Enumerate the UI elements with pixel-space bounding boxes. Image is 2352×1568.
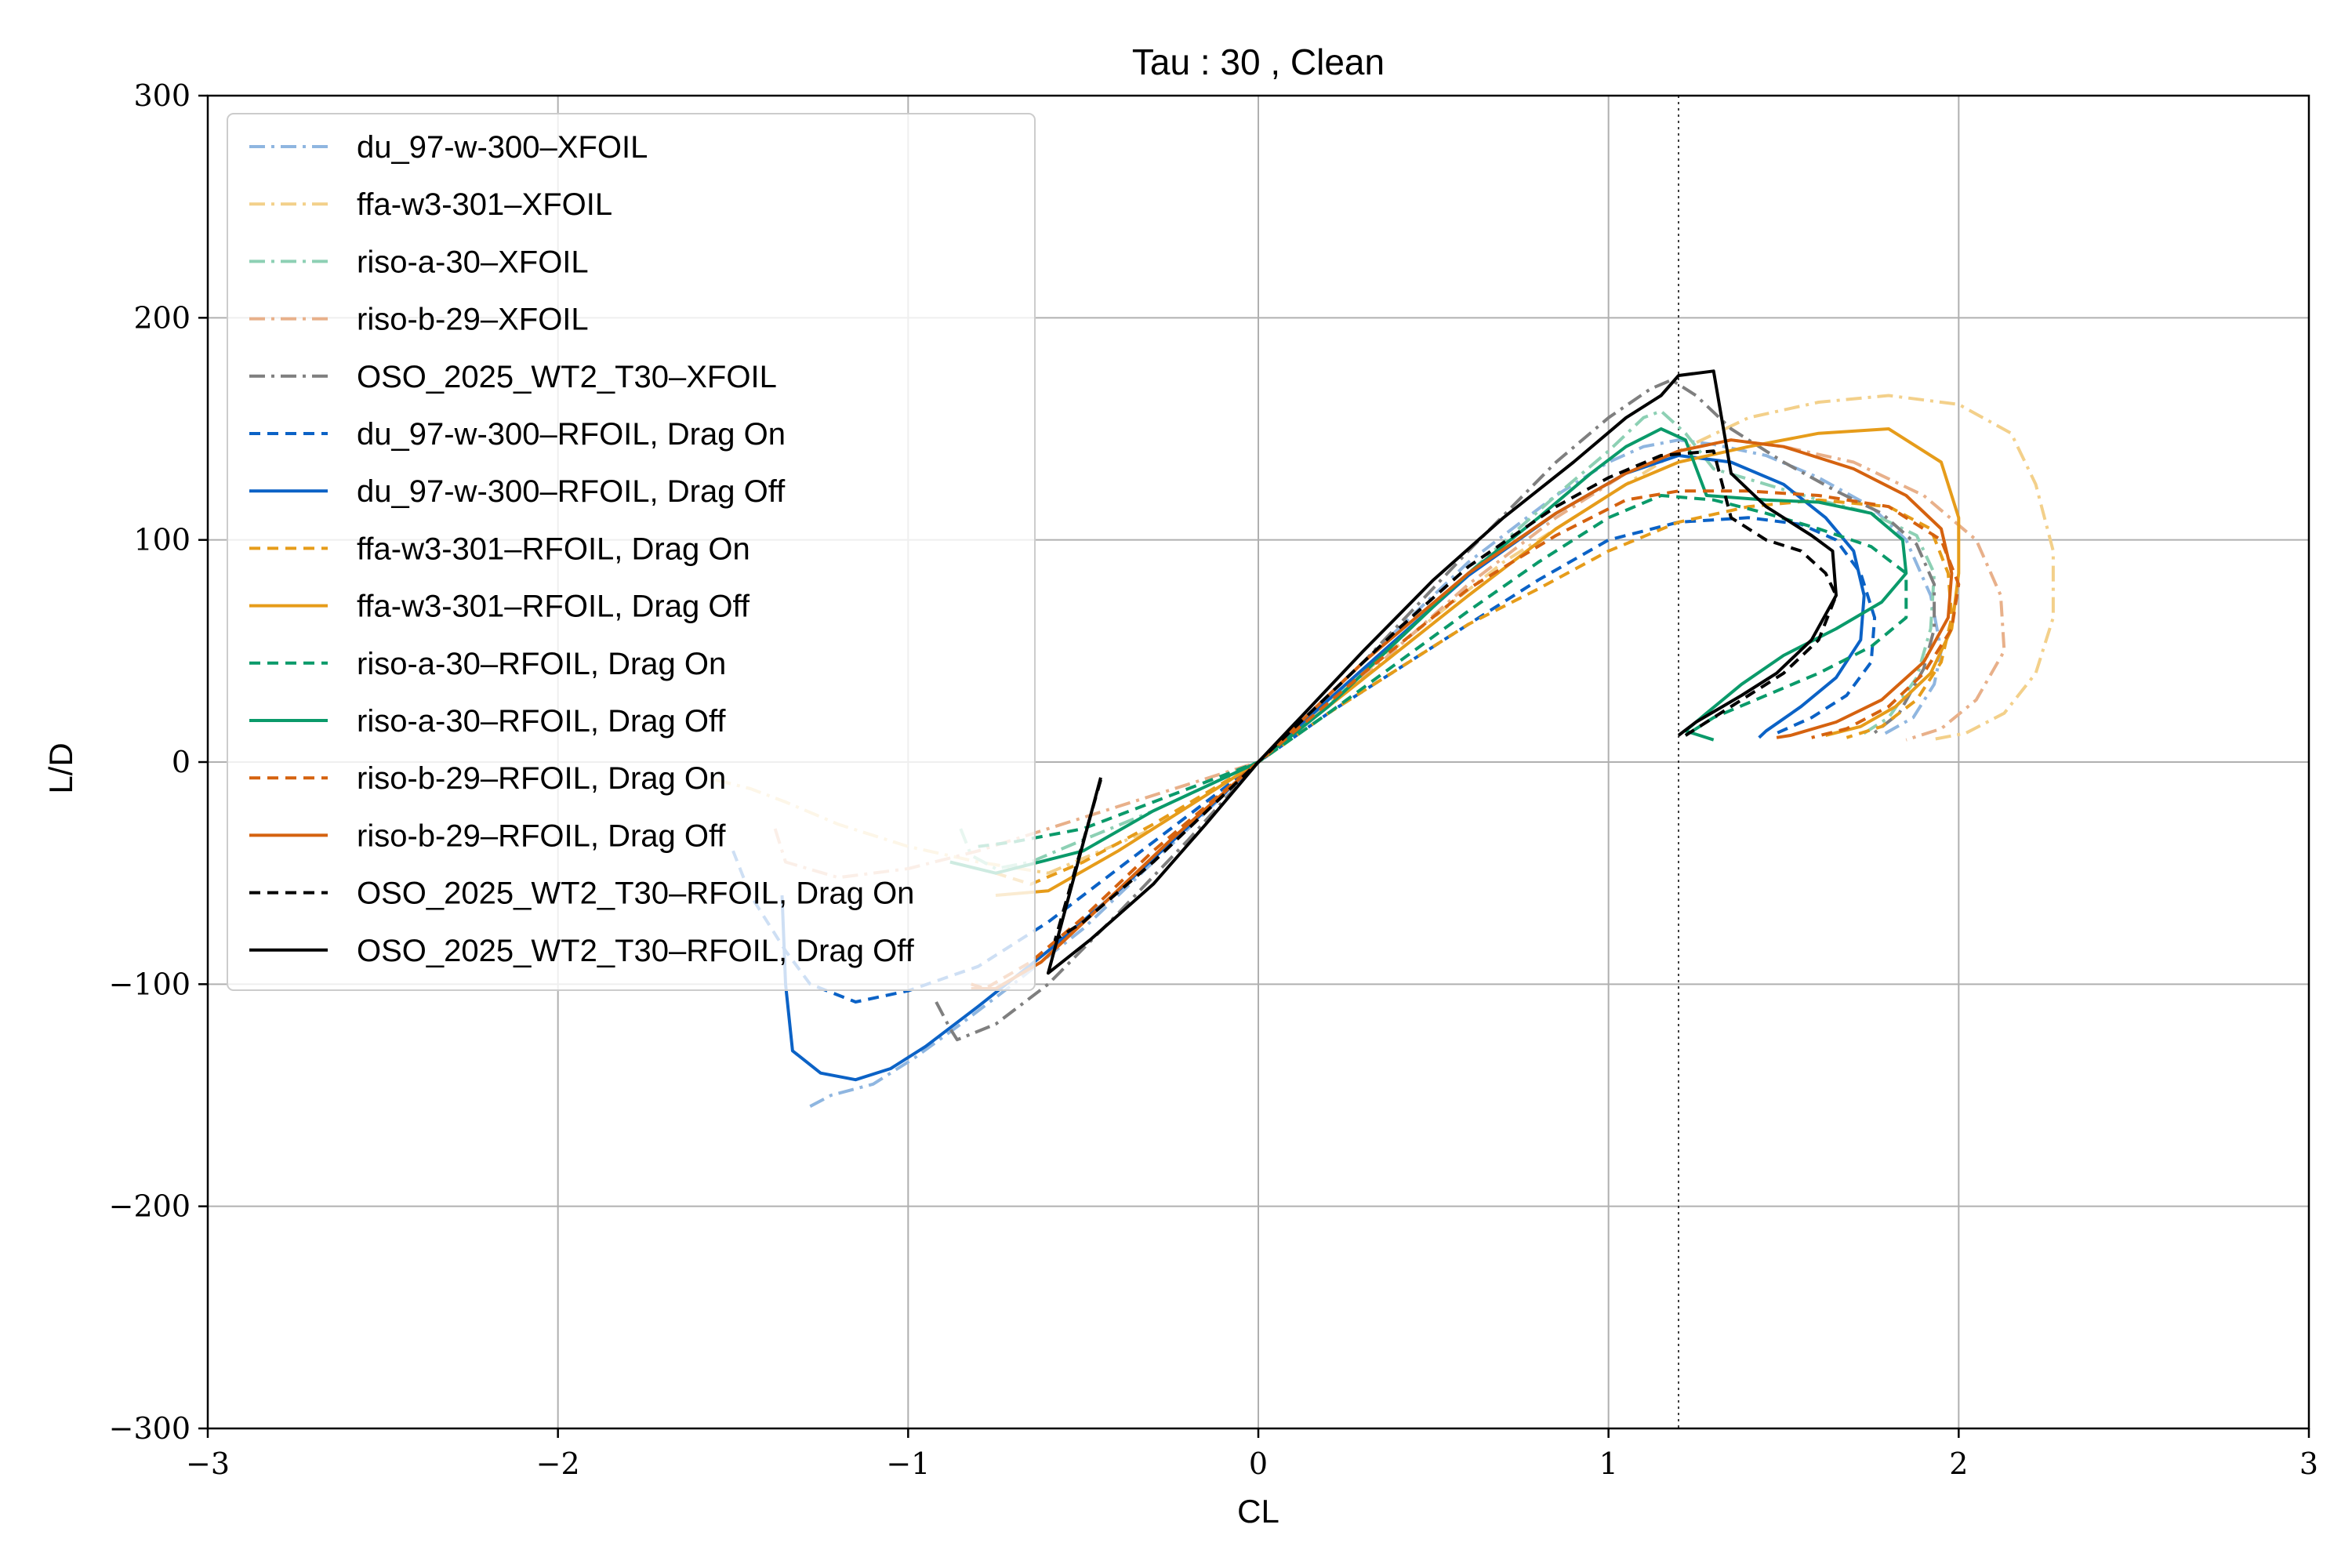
series-line-13	[971, 438, 1954, 990]
legend-label: du_97-w-300–RFOIL, Drag On	[357, 417, 786, 452]
series-line-8	[995, 498, 1954, 886]
x-tick-label: −2	[536, 1446, 580, 1481]
x-tick-label: 1	[1599, 1446, 1618, 1481]
x-tick-label: 0	[1249, 1446, 1268, 1481]
legend-label: du_97-w-300–XFOIL	[357, 130, 648, 165]
x-tick-label: −3	[186, 1446, 230, 1481]
legend-label: OSO_2025_WT2_T30–XFOIL	[357, 360, 777, 394]
legend-label: riso-b-29–XFOIL	[357, 303, 589, 337]
series-line-15	[1047, 369, 1838, 975]
series-line-9	[995, 427, 1961, 897]
legend-label: ffa-w3-301–RFOIL, Drag On	[357, 532, 750, 566]
legend-label: riso-a-30–RFOIL, Drag Off	[357, 704, 726, 739]
y-axis-label: L/D	[42, 742, 79, 793]
y-tick-label: −100	[109, 967, 191, 1001]
legend-label: riso-a-30–XFOIL	[357, 245, 589, 279]
legend: du_97-w-300–XFOIL ffa-w3-301–XFOIL riso-a-…	[227, 113, 1036, 991]
series-line-3	[959, 409, 1936, 870]
legend-label: ffa-w3-301–RFOIL, Drag Off	[357, 590, 750, 624]
legend-label: riso-a-30–RFOIL, Drag On	[357, 647, 726, 681]
legend-label: riso-b-29–RFOIL, Drag On	[357, 761, 726, 796]
legend-label: riso-b-29–RFOIL, Drag Off	[357, 818, 726, 853]
series-line-5	[935, 378, 1936, 1042]
chart-title: Tau : 30 , Clean	[1132, 42, 1385, 82]
x-tick-label: −1	[886, 1446, 930, 1481]
legend-box	[227, 113, 1036, 991]
y-tick-label: −200	[109, 1189, 191, 1224]
x-axis-label: CL	[1237, 1493, 1279, 1530]
legend-label: ffa-w3-301–XFOIL	[357, 187, 612, 222]
y-tick-label: 300	[133, 78, 191, 113]
series-line-1	[809, 438, 1943, 1108]
y-tick-label: −300	[109, 1411, 191, 1446]
x-tick-label: 2	[1949, 1446, 1968, 1481]
x-tick-label: 3	[2299, 1446, 2318, 1481]
series-line-10	[978, 494, 1908, 848]
series-line-14	[1053, 449, 1838, 942]
tick-layer: −3 −2 −1 0 1 2 3 −300 −200 −100 0 100 200 300	[109, 78, 2318, 1481]
legend-label: du_97-w-300–RFOIL, Drag Off	[357, 474, 786, 509]
y-tick-label: 100	[133, 523, 191, 557]
legend-label: OSO_2025_WT2_T30–RFOIL, Drag On	[357, 877, 914, 911]
series-line-12	[971, 489, 1961, 990]
y-tick-label: 200	[133, 300, 191, 335]
y-tick-label: 0	[172, 745, 191, 779]
legend-label: OSO_2025_WT2_T30–RFOIL, Drag Off	[357, 934, 915, 968]
